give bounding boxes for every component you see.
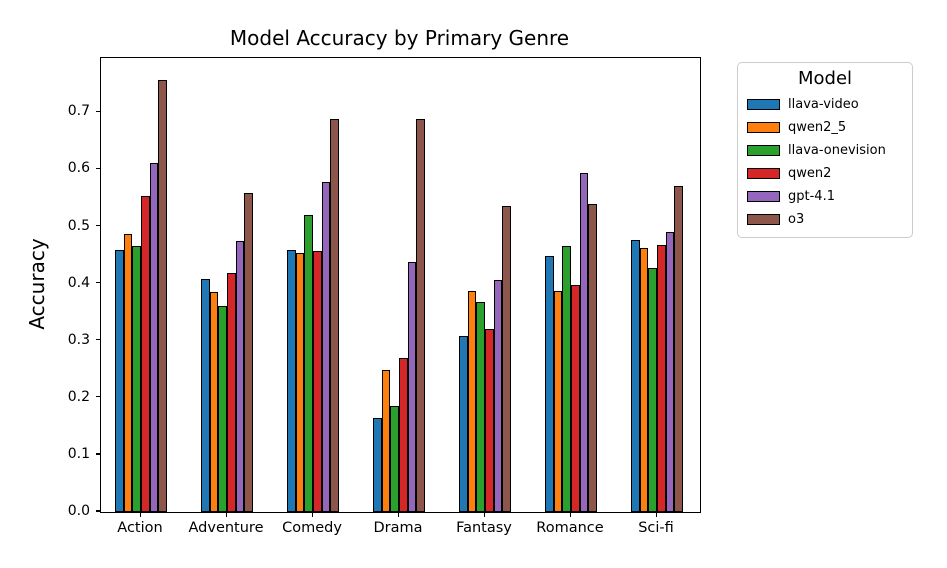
bar-qwen2_5-sci-fi <box>639 247 649 512</box>
bar-llava-onevision-action <box>132 246 141 512</box>
y-tick-label-0.1: 0.1 <box>67 445 90 462</box>
bar-llava-onevision-drama <box>390 406 399 512</box>
legend-label-qwen2: qwen2 <box>788 166 832 181</box>
y-tick-0.6 <box>96 167 100 170</box>
x-tick-sci-fi <box>656 513 658 517</box>
legend-swatch-o3 <box>747 214 780 225</box>
bar-llava-video-romance <box>545 255 554 512</box>
plot-area <box>100 57 701 513</box>
bar-llava-video-sci-fi <box>631 239 640 512</box>
bar-qwen2_5-comedy <box>295 252 305 512</box>
bar-llava-video-comedy <box>287 249 296 512</box>
x-tick-label-drama: Drama <box>373 520 423 536</box>
y-tick-0.1 <box>96 453 100 455</box>
bar-o3-adventure <box>244 192 253 512</box>
x-tick-action <box>140 513 142 517</box>
x-tick-label-romance: Romance <box>536 520 604 536</box>
bar-gpt-4.1-comedy <box>321 181 331 512</box>
legend-label-gpt-4.1: gpt-4.1 <box>788 189 835 204</box>
bar-llava-video-action <box>115 250 124 512</box>
bar-qwen2-drama <box>399 357 408 512</box>
bar-qwen2_5-romance <box>553 291 563 512</box>
bar-gpt-4.1-adventure <box>235 240 245 512</box>
bar-gpt-4.1-drama <box>407 261 417 512</box>
bar-o3-romance <box>588 204 597 512</box>
bar-qwen2-comedy <box>313 251 322 512</box>
y-tick-label-0.3: 0.3 <box>67 331 90 348</box>
y-tick-label-0.5: 0.5 <box>67 217 90 234</box>
legend: Model llava-video qwen2_5 llava-onevision q… <box>737 62 913 238</box>
bar-llava-onevision-adventure <box>218 305 227 512</box>
bar-llava-onevision-sci-fi <box>648 268 657 512</box>
bar-llava-video-drama <box>373 417 382 512</box>
legend-title: Model <box>797 68 853 89</box>
bar-o3-sci-fi <box>674 185 683 512</box>
legend-label-o3: o3 <box>788 212 805 227</box>
legend-swatch-qwen2_5 <box>747 122 780 133</box>
legend-item-gpt-4.1: gpt-4.1 <box>738 185 912 208</box>
bar-gpt-4.1-fantasy <box>493 279 503 512</box>
legend-swatch-gpt-4.1 <box>747 191 780 202</box>
y-tick-0.5 <box>96 224 100 227</box>
chart-title: Model Accuracy by Primary Genre <box>229 26 570 50</box>
legend-item-llava-onevision: llava-onevision <box>738 139 912 162</box>
bar-llava-video-adventure <box>201 279 210 512</box>
bar-o3-action <box>158 79 167 512</box>
x-tick-label-action: Action <box>117 520 163 536</box>
x-tick-comedy <box>312 513 314 517</box>
x-tick-label-adventure: Adventure <box>188 520 264 536</box>
bar-qwen2-romance <box>571 284 580 512</box>
bar-llava-onevision-romance <box>562 245 571 512</box>
bar-o3-drama <box>416 118 425 512</box>
x-tick-label-sci-fi: Sci-fi <box>638 520 674 536</box>
bar-gpt-4.1-romance <box>579 173 589 512</box>
y-tick-label-0.6: 0.6 <box>67 160 90 177</box>
bar-qwen2_5-action <box>123 233 133 512</box>
bar-qwen2-action <box>141 195 150 512</box>
bar-llava-onevision-fantasy <box>476 302 485 512</box>
x-tick-romance <box>570 513 572 517</box>
legend-item-o3: o3 <box>738 208 912 231</box>
bar-gpt-4.1-action <box>149 163 159 512</box>
bar-llava-onevision-comedy <box>304 215 313 512</box>
legend-items: llava-video qwen2_5 llava-onevision qwen2 gp… <box>738 93 912 231</box>
x-tick-label-fantasy: Fantasy <box>456 520 512 536</box>
y-tick-0.3 <box>96 339 100 341</box>
legend-label-llava-video: llava-video <box>788 97 859 112</box>
y-tick-0.7 <box>96 110 100 112</box>
bar-qwen2-fantasy <box>485 328 494 512</box>
y-tick-0.4 <box>96 281 100 284</box>
legend-swatch-llava-onevision <box>747 145 780 156</box>
y-tick-label-0.4: 0.4 <box>67 274 90 291</box>
bar-qwen2_5-adventure <box>209 291 219 512</box>
legend-item-qwen2: qwen2 <box>738 162 912 185</box>
y-tick-label-0.7: 0.7 <box>67 103 90 120</box>
legend-swatch-llava-video <box>747 99 780 110</box>
bar-o3-comedy <box>330 119 339 512</box>
bar-qwen2_5-drama <box>381 370 391 512</box>
y-tick-0.0 <box>96 510 100 512</box>
y-tick-0.2 <box>96 396 100 398</box>
x-tick-label-comedy: Comedy <box>282 520 342 536</box>
bar-qwen2-adventure <box>227 272 236 512</box>
legend-item-qwen2_5: qwen2_5 <box>738 116 912 139</box>
y-tick-label-0.0: 0.0 <box>67 503 90 519</box>
x-tick-drama <box>398 513 400 517</box>
x-tick-adventure <box>226 513 228 517</box>
x-tick-fantasy <box>484 513 486 517</box>
bar-o3-fantasy <box>502 206 511 512</box>
bar-qwen2_5-fantasy <box>467 291 477 512</box>
legend-swatch-qwen2 <box>747 168 780 179</box>
bar-llava-video-fantasy <box>459 336 468 512</box>
y-tick-label-0.2: 0.2 <box>67 388 90 405</box>
legend-item-llava-video: llava-video <box>738 93 912 116</box>
legend-label-qwen2_5: qwen2_5 <box>788 120 847 135</box>
y-axis-label: Accuracy <box>25 238 49 330</box>
bar-gpt-4.1-sci-fi <box>665 232 675 512</box>
bar-qwen2-sci-fi <box>657 244 666 512</box>
legend-label-llava-onevision: llava-onevision <box>788 143 886 158</box>
